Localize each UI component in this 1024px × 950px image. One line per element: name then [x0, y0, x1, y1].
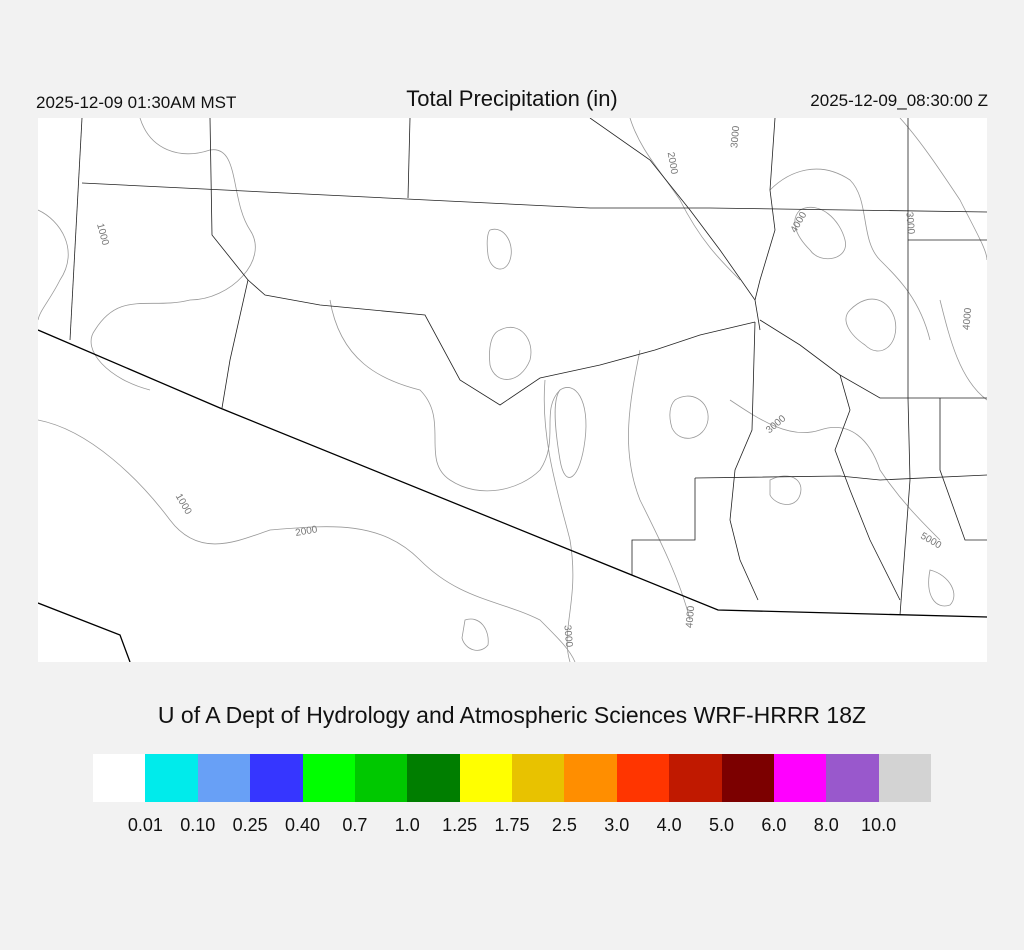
colorbar-label: 3.0: [604, 815, 630, 835]
colorbar-label: 0.40: [284, 815, 321, 835]
map-title: Total Precipitation (in): [406, 86, 618, 111]
colorbar-label: 2.5: [551, 815, 577, 835]
contour-label: 4000: [684, 605, 697, 629]
colorbar: [93, 754, 931, 802]
model-credit: U of A Dept of Hydrology and Atmospheric…: [157, 702, 867, 728]
colorbar-label: 1.25: [442, 815, 478, 835]
precipitation-map: 1000 2000 3000 4000 3000 4000 3000 1000 …: [38, 118, 987, 662]
contour-label: 2000: [294, 524, 318, 539]
colorbar-swatch: [773, 754, 827, 802]
contour-label: 4000: [961, 307, 974, 331]
colorbar-label: 1.0: [394, 815, 420, 835]
colorbar-swatch: [459, 754, 512, 802]
colorbar-label: 1.75: [494, 815, 530, 835]
terrain-contours: [38, 118, 987, 662]
colorbar-label: 0.25: [232, 815, 268, 835]
colorbar-swatch: [197, 754, 251, 802]
contour-label: 3000: [561, 625, 574, 649]
valid-time-label: 2025-12-09_08:30:00 Z: [810, 91, 988, 110]
colorbar-label: 0.7: [342, 815, 368, 835]
colorbar-swatch: [250, 754, 303, 802]
colorbar-swatch: [145, 754, 198, 802]
boundaries-thick: [38, 329, 987, 662]
colorbar-label: 8.0: [813, 815, 839, 835]
colorbar-swatch: [669, 754, 722, 802]
colorbar-label: 10.0: [861, 815, 897, 835]
colorbar-label: 6.0: [761, 815, 787, 835]
colorbar-swatch: [302, 754, 355, 802]
colorbar-swatch: [407, 754, 460, 802]
colorbar-swatch: [564, 754, 617, 802]
colorbar-label: 4.0: [656, 815, 682, 835]
colorbar-swatch: [616, 754, 670, 802]
colorbar-swatch: [512, 754, 565, 802]
colorbar-label: 0.01: [127, 815, 163, 835]
colorbar-label: 0.10: [180, 815, 216, 835]
colorbar-label: 5.0: [708, 815, 735, 835]
colorbar-swatch: [93, 754, 146, 802]
contour-label: 3000: [903, 212, 916, 236]
colorbar-swatch: [878, 754, 931, 802]
colorbar-swatch: [721, 754, 774, 802]
contour-label: 3000: [729, 125, 742, 149]
local-time-label: 2025-12-09 01:30AM MST: [36, 93, 237, 112]
colorbar-swatch: [826, 754, 879, 802]
contour-label: 2000: [665, 151, 680, 175]
boundaries-thin: [69, 118, 987, 616]
colorbar-swatch: [354, 754, 408, 802]
